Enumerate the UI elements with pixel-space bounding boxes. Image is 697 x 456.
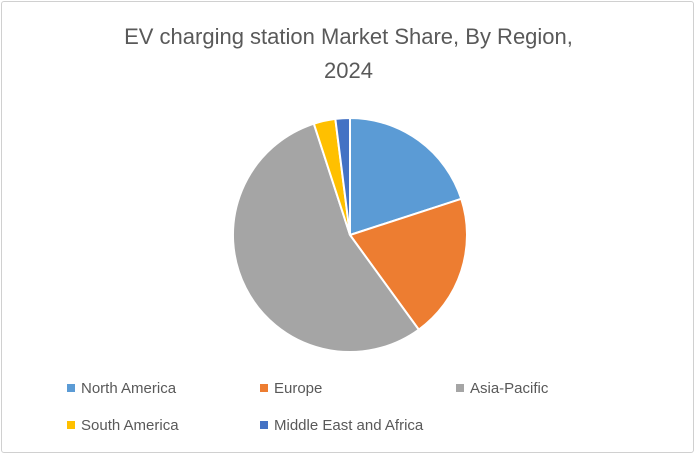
legend-swatch-europe [260,384,268,392]
legend-swatch-north-america [67,384,75,392]
legend-label-north-america: North America [81,379,177,397]
legend-item-north-america: North America [67,378,176,398]
pie-slice-asia-pacific [232,122,421,354]
pie-slice-europe [348,197,468,332]
legend-swatch-asia-pacific [456,384,464,392]
legend-label-asia-pacific: Asia-Pacific [470,379,549,397]
pie-slice-north-america [349,116,463,237]
legend-label-europe: Europe [274,379,323,397]
chart-title-line-2: 2024 [324,58,373,83]
legend-item-middle-east-and-africa: Middle East and Africa [260,415,423,435]
legend-label-middle-east-and-africa: Middle East and Africa [274,416,424,434]
legend-label-south-america: South America [81,416,179,434]
legend-swatch-middle-east-and-africa [260,421,268,429]
chart-title-line-1: EV charging station Market Share, By Reg… [124,24,573,49]
chart-title: EV charging station Market Share, By Reg… [2,20,695,88]
legend-item-europe: Europe [260,378,322,398]
legend-swatch-south-america [67,421,75,429]
legend-item-south-america: South America [67,415,179,435]
pie-slice-middle-east-and-africa [334,116,351,236]
legend-item-asia-pacific: Asia-Pacific [456,378,548,398]
